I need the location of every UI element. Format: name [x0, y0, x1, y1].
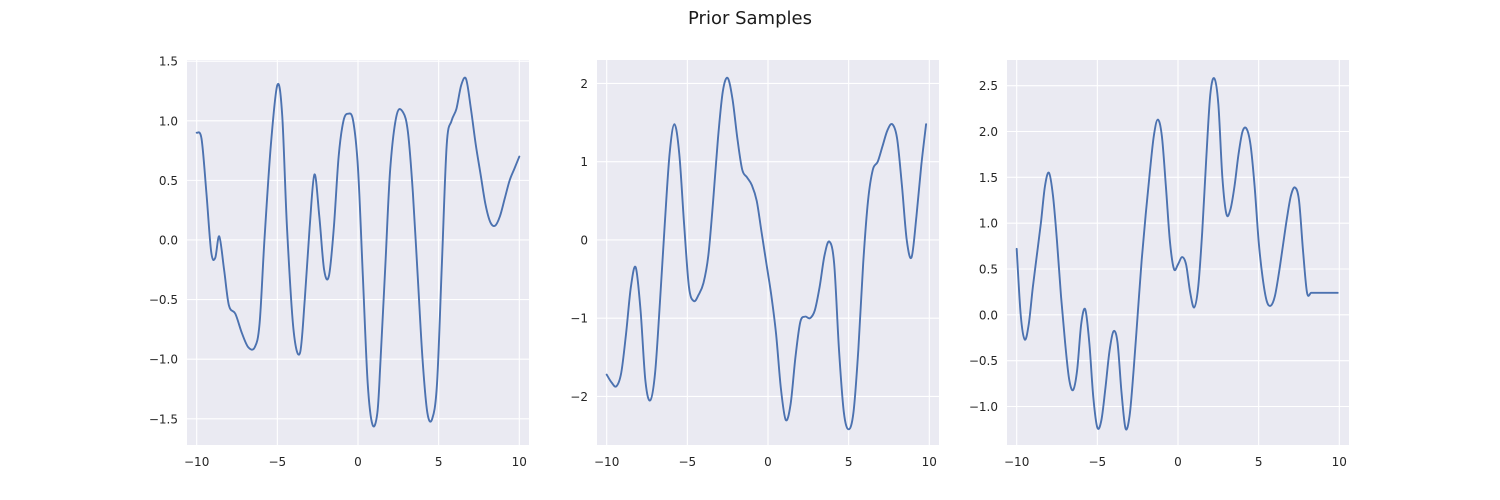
- x-tick-label: −5: [268, 455, 286, 469]
- x-tick-label: 5: [845, 455, 853, 469]
- series-line: [1015, 77, 1339, 431]
- x-tick-label: 10: [512, 455, 527, 469]
- y-tick-label: 2.0: [979, 125, 998, 139]
- y-tick-label: −1.0: [149, 353, 178, 367]
- y-tick-label: 1.5: [159, 55, 178, 69]
- y-tick-label: 1.0: [979, 217, 998, 231]
- x-tick-label: −10: [594, 455, 619, 469]
- y-tick-label: −1.5: [149, 412, 178, 426]
- subplot-3: −10 −5 0 5 10 −1.0 −0.5 0.0 0.5 1.0 1.5 2.0 2.5: [969, 60, 1349, 469]
- x-tick-label: 10: [1332, 455, 1347, 469]
- x-tick-label: −10: [1004, 455, 1029, 469]
- y-tick-label: 1.5: [979, 171, 998, 185]
- y-tick-label: 0.0: [159, 233, 178, 247]
- y-tick-label: 1: [580, 155, 588, 169]
- subplot-1: −10 −5 0 5 10 −1.5 −1.0 −0.5 0.0 0.5 1.0 1.5: [149, 55, 529, 469]
- y-tick-label: −0.5: [149, 293, 178, 307]
- y-tick-label: −1.0: [969, 400, 998, 414]
- x-tick-label: −5: [1088, 455, 1106, 469]
- x-tick-label: 5: [435, 455, 443, 469]
- y-tick-label: 0.5: [159, 174, 178, 188]
- x-tick-label: 0: [764, 455, 772, 469]
- y-tick-label: 0.0: [979, 308, 998, 322]
- x-tick-label: −10: [184, 455, 209, 469]
- y-tick-label: 2: [580, 77, 588, 91]
- x-tick-label: 0: [354, 455, 362, 469]
- series-line: [195, 76, 521, 428]
- x-tick-label: −5: [678, 455, 696, 469]
- x-tick-label: 5: [1255, 455, 1263, 469]
- y-tick-label: 2.5: [979, 79, 998, 93]
- x-tick-label: 0: [1174, 455, 1182, 469]
- y-tick-label: 0: [580, 233, 588, 247]
- figure-title: Prior Samples: [688, 8, 812, 29]
- y-tick-label: −2: [570, 390, 588, 404]
- series-line: [605, 76, 928, 431]
- y-tick-label: 1.0: [159, 114, 178, 128]
- y-tick-label: −0.5: [969, 354, 998, 368]
- y-tick-label: −1: [570, 312, 588, 326]
- x-tick-label: 10: [922, 455, 937, 469]
- y-tick-label: 0.5: [979, 263, 998, 277]
